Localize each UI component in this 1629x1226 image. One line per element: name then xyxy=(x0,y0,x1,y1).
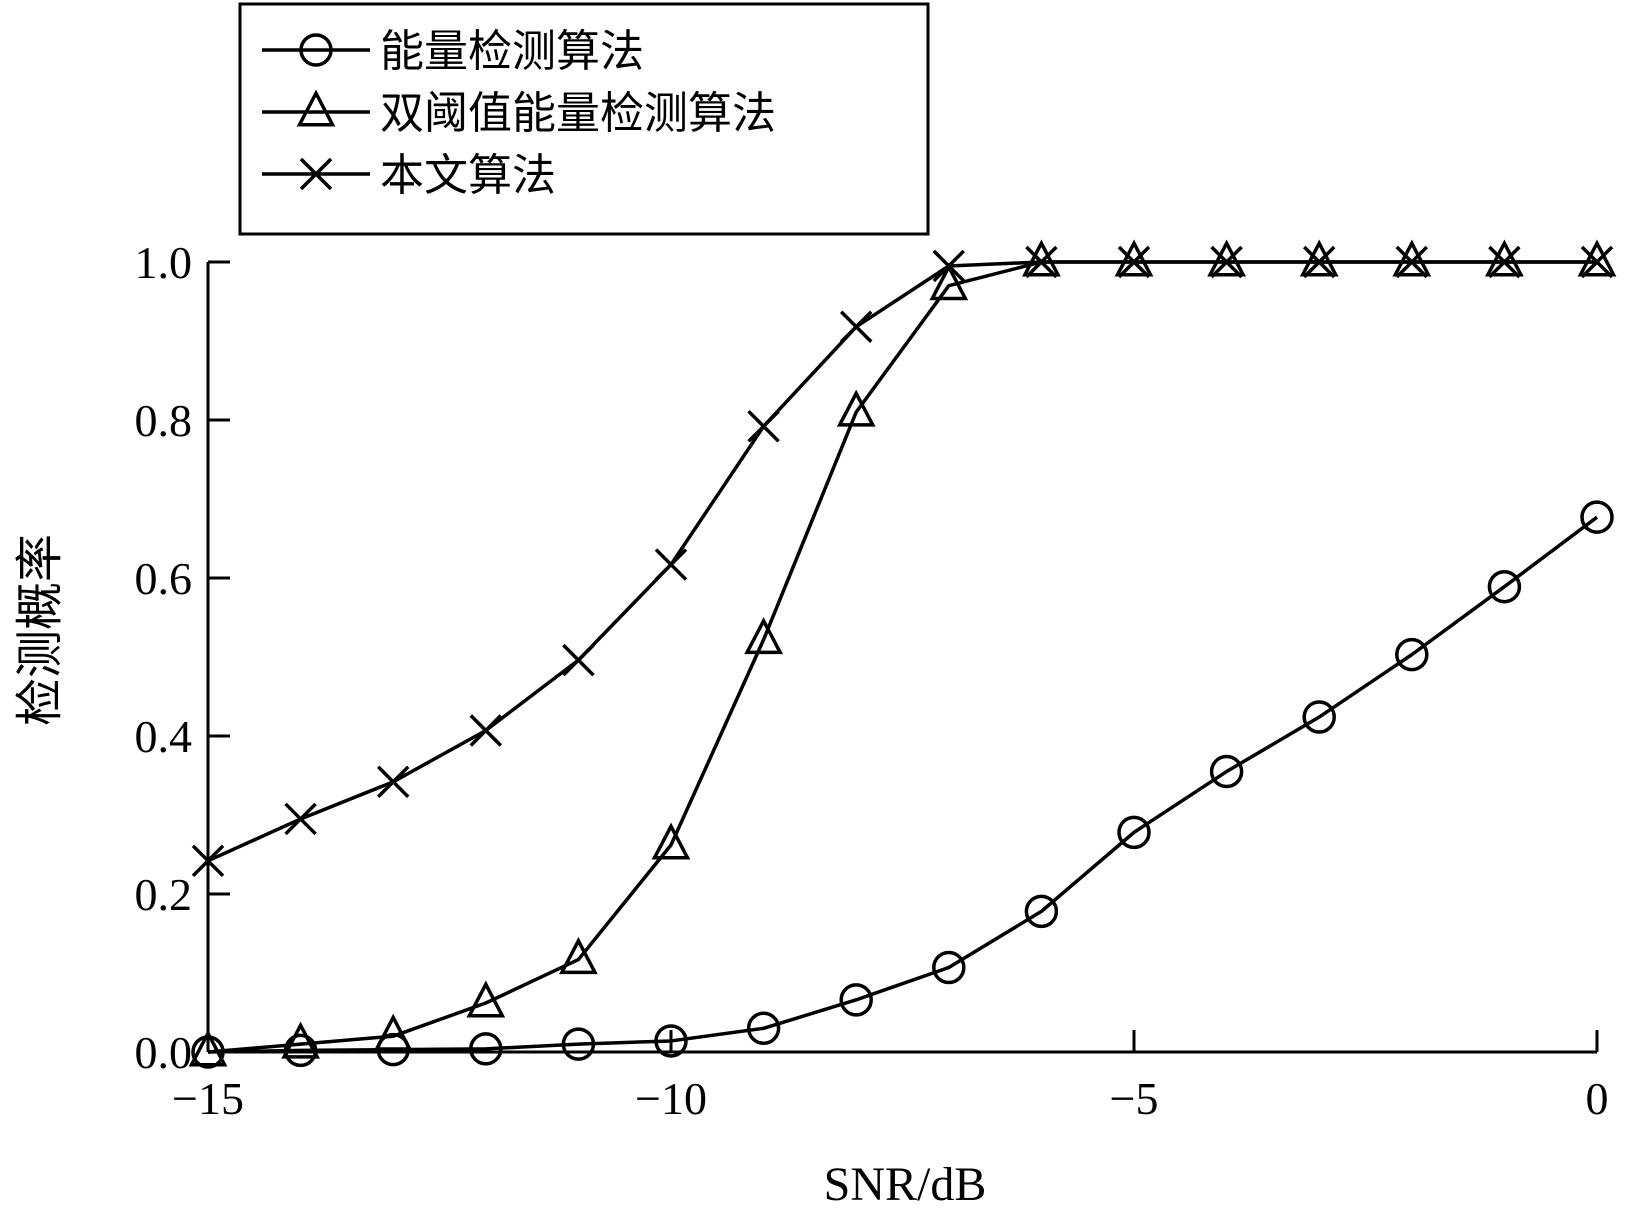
circle-marker xyxy=(561,1027,596,1061)
triangle-marker xyxy=(651,822,691,860)
circle-marker xyxy=(299,33,333,67)
circle-marker xyxy=(1580,500,1614,534)
circle-marker xyxy=(1395,637,1429,672)
cross-stroke xyxy=(1025,245,1058,279)
circle-marker xyxy=(1117,815,1151,850)
cross-stroke xyxy=(1395,245,1429,279)
cross-stroke xyxy=(1488,245,1521,279)
circle-marker xyxy=(1487,569,1522,604)
cross-marker xyxy=(1025,245,1058,279)
x-tick-label: −10 xyxy=(635,1073,707,1124)
cross-stroke xyxy=(1117,245,1151,279)
circle-marker xyxy=(1209,754,1244,789)
cross-marker xyxy=(654,548,688,581)
legend-label: 能量检测算法 xyxy=(380,26,644,77)
y-tick-label: 0.2 xyxy=(135,869,193,920)
triangle-marker xyxy=(744,617,783,655)
series-line-1 xyxy=(207,515,1599,1054)
cross-stroke xyxy=(562,643,595,677)
circle-marker xyxy=(839,983,873,1017)
circle-marker xyxy=(1024,894,1059,929)
triangle-marker xyxy=(466,980,506,1018)
triangle-marker xyxy=(836,389,876,427)
cross-stroke xyxy=(1210,245,1243,279)
cross-marker xyxy=(469,714,503,747)
cross-stroke xyxy=(1580,245,1614,279)
cross-marker xyxy=(562,643,595,677)
legend-label: 本文算法 xyxy=(380,150,556,201)
axes xyxy=(206,260,1599,1054)
cross-marker xyxy=(1395,245,1429,279)
cross-stroke xyxy=(747,410,780,443)
triangle-marker xyxy=(1577,239,1617,277)
triangle-marker xyxy=(1485,239,1524,277)
legend-entry-2: 双阈值能量检测算法 xyxy=(262,88,776,139)
series-line-2 xyxy=(207,260,1597,1054)
circle-marker xyxy=(932,950,966,985)
x-tick-label: −15 xyxy=(172,1073,244,1124)
legend-label: 双阈值能量检测算法 xyxy=(380,88,776,139)
y-tick-label: 0.4 xyxy=(135,711,193,762)
legend-box xyxy=(238,2,930,236)
circle-marker xyxy=(746,1011,781,1046)
series-markers-2 xyxy=(188,239,1617,1067)
cross-stroke xyxy=(376,765,410,799)
triangle-marker xyxy=(1299,239,1339,277)
cross-marker xyxy=(191,844,225,878)
cross-stroke xyxy=(839,310,873,344)
tick-labels: 0.0 0.2 0.4 0.6 0.8 1.0 −15 −10 −5 0 xyxy=(135,237,1609,1124)
triangle-marker xyxy=(1207,239,1246,277)
cross-marker xyxy=(1210,245,1243,279)
cross-marker xyxy=(376,765,410,799)
cross-stroke xyxy=(1302,245,1336,279)
series-lines xyxy=(207,260,1599,1054)
cross-stroke xyxy=(932,249,966,283)
triangle-marker xyxy=(929,263,969,301)
triangle-marker xyxy=(1114,239,1154,277)
triangle-marker xyxy=(281,1021,320,1059)
cross-marker xyxy=(747,410,780,443)
circle-marker xyxy=(469,1032,503,1066)
x-axis-label: SNR/dB xyxy=(824,1158,987,1211)
triangle-marker xyxy=(373,1013,413,1051)
triangle-marker xyxy=(296,89,336,127)
cross-marker xyxy=(839,310,873,344)
y-tick-label: 0.0 xyxy=(135,1027,193,1078)
cross-marker xyxy=(932,249,966,283)
triangle-marker xyxy=(1392,239,1432,277)
triangle-marker xyxy=(559,937,598,975)
cross-marker xyxy=(284,802,317,836)
cross-marker xyxy=(1302,245,1336,279)
circle-marker xyxy=(654,1024,688,1058)
circle-marker xyxy=(1302,700,1336,734)
cross-stroke xyxy=(284,802,317,836)
cross-marker xyxy=(1117,245,1151,279)
legend-entry-3: 本文算法 xyxy=(262,150,556,201)
cross-stroke xyxy=(299,157,333,191)
cross-stroke xyxy=(469,714,503,747)
cross-stroke xyxy=(191,844,225,878)
cross-stroke xyxy=(654,548,688,581)
triangle-marker xyxy=(1022,239,1061,277)
cross-marker xyxy=(299,157,333,191)
cross-marker xyxy=(1488,245,1521,279)
series-markers-3 xyxy=(191,245,1614,878)
cross-marker xyxy=(1580,245,1614,279)
triangle-marker xyxy=(188,1029,228,1067)
y-tick-label: 1.0 xyxy=(135,237,193,288)
markers xyxy=(188,239,1617,1069)
legend-entry-1: 能量检测算法 xyxy=(262,26,644,77)
y-tick-label: 0.8 xyxy=(135,395,193,446)
series-line-3 xyxy=(207,260,1597,863)
x-tick-label: 0 xyxy=(1586,1073,1609,1124)
y-tick-label: 0.6 xyxy=(135,553,193,604)
y-axis-label: 检测概率 xyxy=(14,534,67,726)
x-tick-label: −5 xyxy=(1110,1073,1159,1124)
